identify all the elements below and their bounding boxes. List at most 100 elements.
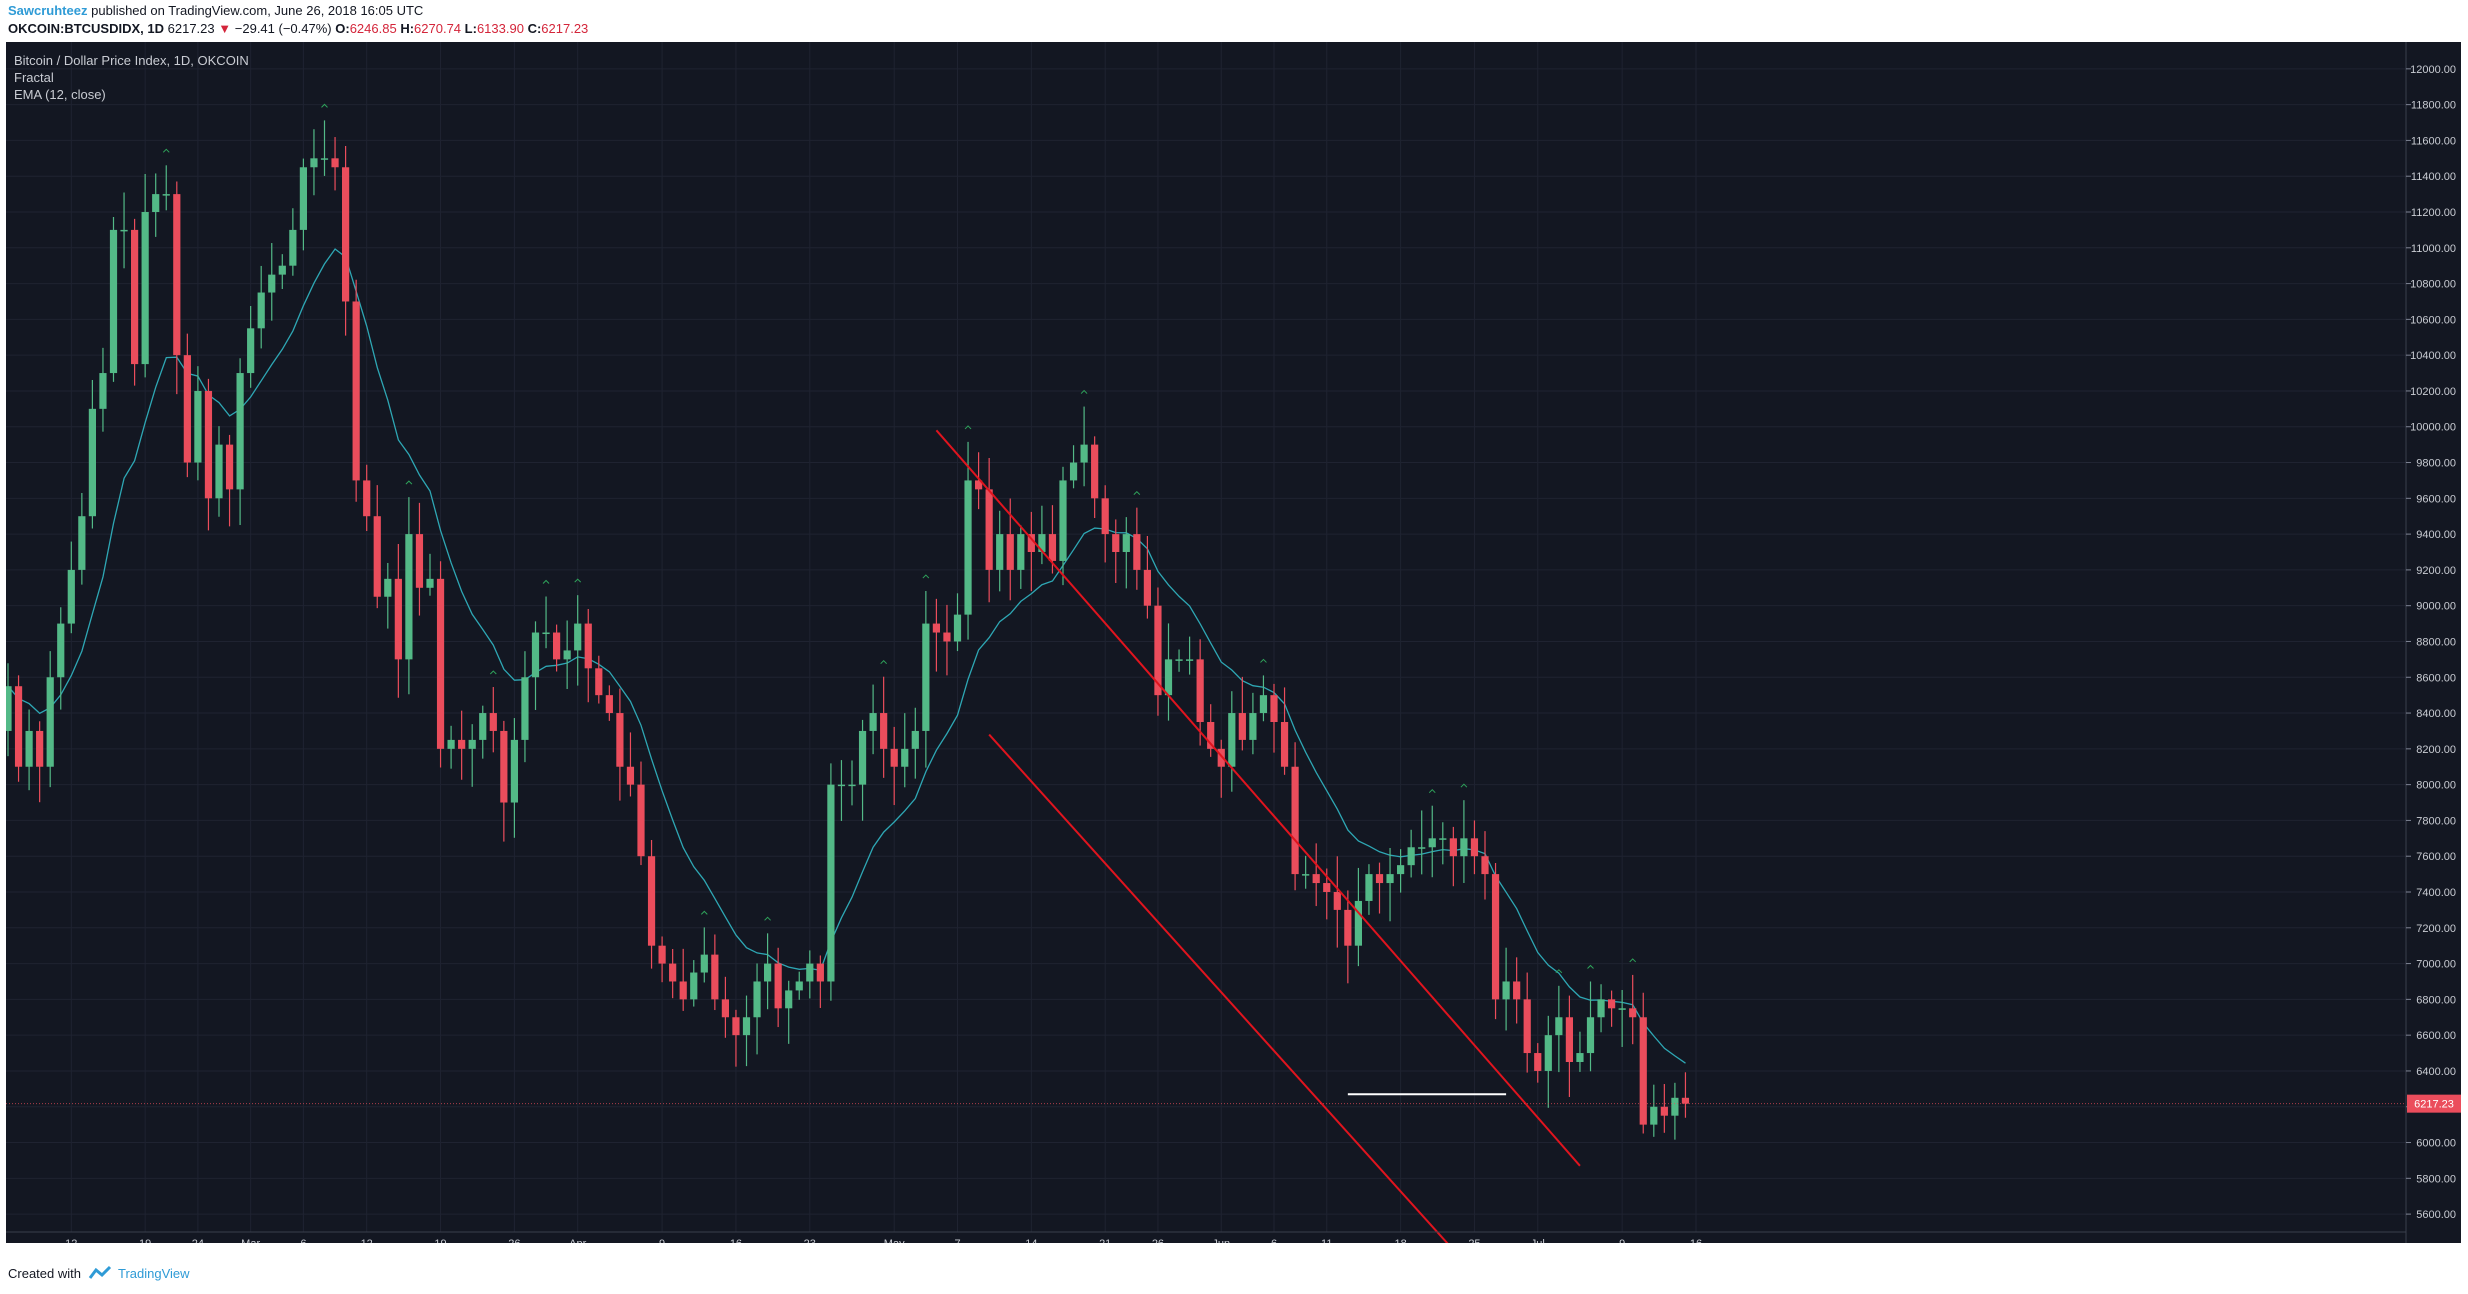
- x-tick-label: 12: [361, 1238, 373, 1243]
- x-tick-label: 7: [954, 1238, 960, 1243]
- fractal-up-marker: [574, 578, 582, 583]
- candle-down: [732, 1017, 740, 1036]
- candle-up: [964, 480, 972, 615]
- last-price-tag: 6217.23: [2407, 1094, 2461, 1113]
- chart-legend: Bitcoin / Dollar Price Index, 1D, OKCOIN…: [14, 52, 249, 103]
- x-tick-label: 6: [1271, 1238, 1277, 1243]
- fractal-up-marker: [964, 425, 972, 430]
- candle-up: [289, 229, 297, 266]
- last-price: 6217.23: [167, 21, 215, 36]
- legend-ema[interactable]: EMA (12, close): [14, 87, 106, 102]
- candle-down: [1207, 722, 1215, 749]
- y-tick-label: 11200.00: [2411, 207, 2456, 219]
- candle-up: [1017, 534, 1025, 570]
- x-tick-label: Jul: [1531, 1238, 1545, 1243]
- candle-up: [1122, 534, 1130, 552]
- candle-up: [152, 194, 160, 212]
- candle-down: [1312, 874, 1320, 884]
- candle-down: [616, 713, 624, 767]
- x-tick-label: 14: [1025, 1238, 1037, 1243]
- candle-up: [384, 578, 392, 597]
- candle-up: [1302, 874, 1310, 876]
- fractal-up-marker: [489, 670, 497, 675]
- x-tick-label: 24: [192, 1238, 204, 1243]
- y-tick-label: 8800.00: [2416, 636, 2456, 648]
- candle-up: [1576, 1053, 1584, 1062]
- candle-up: [1502, 981, 1510, 1000]
- candle-down: [225, 444, 234, 490]
- y-tick-label: 6600.00: [2416, 1030, 2456, 1042]
- candle-up: [57, 623, 65, 678]
- candle-up: [1354, 900, 1362, 946]
- price-axis[interactable]: 12000.00 11800.00 11600.00 11400.00 11200.00…: [2406, 64, 2456, 1221]
- candle-down: [1513, 981, 1521, 1000]
- candle-up: [753, 981, 761, 1018]
- chart-area[interactable]: 12000.00 11800.00 11600.00 11400.00 11200.00…: [4, 42, 2461, 1251]
- price-axis-bg: [2406, 42, 2461, 1243]
- candle-down: [1196, 659, 1204, 722]
- candle-down: [1470, 838, 1479, 857]
- candle-down: [679, 981, 687, 1000]
- y-tick-label: 5800.00: [2416, 1173, 2456, 1185]
- y-tick-label: 5600.00: [2416, 1209, 2456, 1221]
- tradingview-logo-icon[interactable]: [88, 1264, 114, 1282]
- candle-up: [1259, 695, 1268, 714]
- candle-down: [943, 632, 951, 642]
- candle-up: [827, 784, 835, 982]
- y-tick-label: 9800.00: [2416, 458, 2456, 470]
- y-tick-label: 8400.00: [2416, 708, 2456, 720]
- drawings: [6, 429, 2406, 1251]
- candle-down: [880, 713, 888, 749]
- open-label: O:: [335, 21, 350, 36]
- fractal-up-marker: [922, 574, 930, 579]
- candle-down: [1280, 722, 1289, 767]
- header-bar: Sawcruhteez published on TradingView.com…: [0, 0, 2468, 42]
- candle-down: [342, 167, 350, 302]
- x-tick-label: 26: [1152, 1238, 1164, 1243]
- y-tick-label: 6800.00: [2416, 994, 2456, 1006]
- candle-down: [1112, 534, 1120, 552]
- y-tick-label: 8200.00: [2416, 744, 2456, 756]
- candle-down: [658, 945, 666, 964]
- candle-up: [1418, 847, 1426, 849]
- legend-fractal[interactable]: Fractal: [14, 70, 54, 85]
- close-value: 6217.23: [541, 21, 589, 36]
- candle-up: [268, 274, 276, 293]
- fractal-up-marker: [764, 916, 771, 921]
- y-tick-label: 6400.00: [2416, 1066, 2456, 1078]
- candle-down: [1217, 748, 1225, 767]
- candle-up: [88, 408, 96, 517]
- footer-bar: Created with TradingView: [0, 1252, 2468, 1294]
- candle-up: [521, 677, 529, 740]
- y-tick-label: 9000.00: [2416, 601, 2456, 613]
- price-chart[interactable]: 12000.00 11800.00 11600.00 11400.00 11200.00…: [4, 42, 2461, 1251]
- candle-up: [953, 614, 962, 642]
- candle-up: [911, 730, 919, 749]
- x-tick-label: 18: [1394, 1238, 1406, 1243]
- candle-down: [458, 739, 466, 749]
- candle-up: [1407, 847, 1415, 866]
- candle-down: [363, 480, 371, 517]
- y-tick-label: 9600.00: [2416, 493, 2456, 505]
- candle-up: [848, 784, 856, 787]
- candle-down: [1481, 856, 1489, 875]
- candle-down: [669, 963, 677, 982]
- x-tick-label: 23: [804, 1238, 816, 1243]
- x-tick-label: 16: [730, 1238, 742, 1243]
- candle-down: [1491, 874, 1500, 1000]
- candle-down: [1639, 1017, 1647, 1125]
- candle-down: [816, 963, 824, 982]
- author-link[interactable]: Sawcruhteez: [8, 3, 88, 18]
- candle-down: [584, 623, 592, 669]
- x-tick-label: 21: [1099, 1238, 1111, 1243]
- candle-down: [1006, 534, 1014, 570]
- candle-up: [1618, 1008, 1626, 1010]
- x-tick-label: 25: [1468, 1238, 1480, 1243]
- tradingview-link[interactable]: TradingView: [118, 1266, 190, 1281]
- candle-up: [1386, 874, 1394, 884]
- candle-down: [1375, 874, 1384, 884]
- candle-up: [531, 632, 540, 678]
- y-tick-label: 7200.00: [2416, 923, 2456, 935]
- candle-down: [774, 963, 782, 1009]
- candle-up: [1175, 659, 1183, 661]
